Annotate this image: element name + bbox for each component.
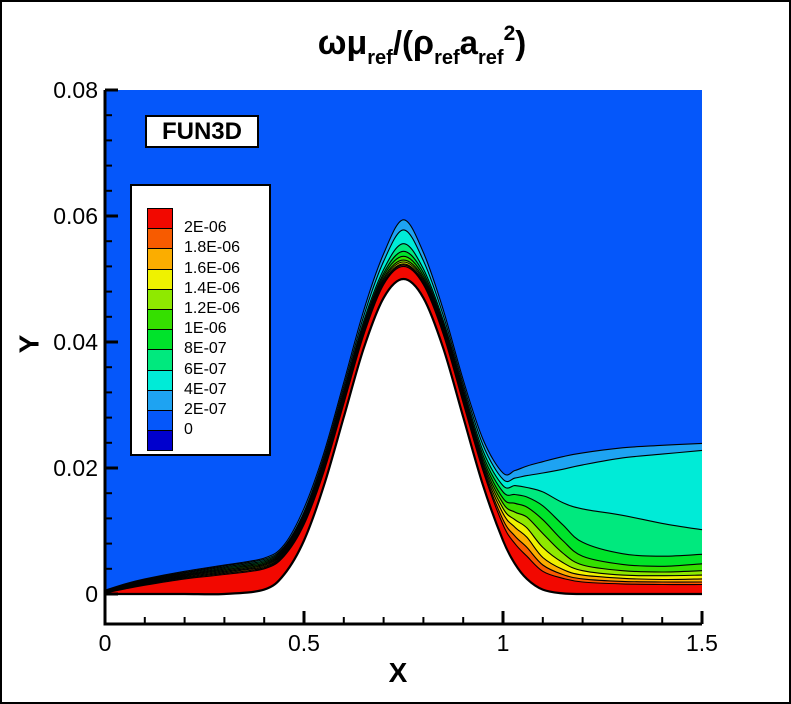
fun3d-label: FUN3D <box>161 117 242 145</box>
legend-color-cell <box>147 369 173 391</box>
legend-color-cell <box>147 288 173 310</box>
title-part-5: ref <box>434 47 460 69</box>
title-part-1: μ <box>346 24 368 62</box>
contour-line-8E-07to1E-06 <box>104 250 703 592</box>
legend-label: 2E-06 <box>184 219 227 237</box>
legend-label: 1.2E-06 <box>184 300 241 317</box>
title-part-7: ref <box>478 47 504 69</box>
contour-line-2E-07to4E-07 <box>104 219 703 591</box>
title-part-9: ) <box>515 24 527 61</box>
y-axis-title: Y <box>13 334 45 354</box>
legend-color-cell <box>147 389 173 411</box>
contour-line-4E-07to6E-07 <box>104 229 703 592</box>
fun3d-annotation-box: FUN3D <box>145 115 259 148</box>
y-tick-label: 0.04 <box>53 329 98 355</box>
title-part-8: 2 <box>503 22 516 45</box>
title-part-6: a <box>459 24 479 61</box>
legend-label: 6E-07 <box>184 360 227 378</box>
title-part-4: ρ <box>413 24 435 62</box>
legend-color-cell <box>147 309 173 331</box>
legend-color-cell <box>147 248 173 270</box>
legend-color-cell <box>147 228 173 250</box>
legend-label: 4E-07 <box>184 380 227 398</box>
legend-label: 1.4E-06 <box>184 279 241 297</box>
legend-label: 0 <box>184 421 193 439</box>
legend-label: 1.6E-06 <box>184 259 241 277</box>
legend-color-cell <box>147 329 173 351</box>
y-tick-label: 0.02 <box>53 455 98 481</box>
contour-line-1.2E-06to1.4E-06 <box>104 259 703 593</box>
contour-line->=2E-06 <box>104 265 703 594</box>
x-axis-title: X <box>388 657 408 688</box>
legend-label: 1E-06 <box>184 320 227 338</box>
plot-title: ωμref/(ρrefaref2) <box>317 23 527 68</box>
title-part-2: ref <box>367 47 393 69</box>
legend-label: 8E-07 <box>184 340 227 358</box>
contour-line-1.8E-06to2E-06 <box>104 264 703 594</box>
contour-line-1E-06to1.2E-06 <box>104 255 703 593</box>
title-part-0: ω <box>317 24 347 62</box>
x-tick-label: 0.5 <box>288 630 320 656</box>
contour-line-1.6E-06to1.8E-06 <box>104 263 703 593</box>
contour-line-1.4E-06to1.6E-06 <box>104 261 703 593</box>
legend-color-cell <box>147 208 173 230</box>
contour-line-6E-07to8E-07 <box>104 243 703 592</box>
y-tick-label: 0.06 <box>53 203 98 229</box>
legend-label: 2E-07 <box>184 401 227 418</box>
y-tick-label: 0 <box>85 581 98 607</box>
legend-color-cell <box>147 268 173 290</box>
x-tick-label: 1.5 <box>686 630 718 656</box>
legend-color-cell <box>147 410 173 432</box>
x-tick-label: 1 <box>497 630 510 656</box>
title-part-3: /( <box>392 24 414 61</box>
legend-label: 1.8E-06 <box>184 239 241 257</box>
legend-color-cell <box>147 349 173 371</box>
contour-legend: 2E-06 1.8E-06 1.6E-06 1.4E-06 1.2E-06 1E-06 8E… <box>130 184 271 456</box>
legend-color-cell <box>147 430 173 452</box>
y-tick-label: 0.08 <box>53 77 98 103</box>
wall-surface-line <box>105 277 702 596</box>
bump-body <box>105 279 702 595</box>
x-tick-label: 0 <box>99 630 112 656</box>
